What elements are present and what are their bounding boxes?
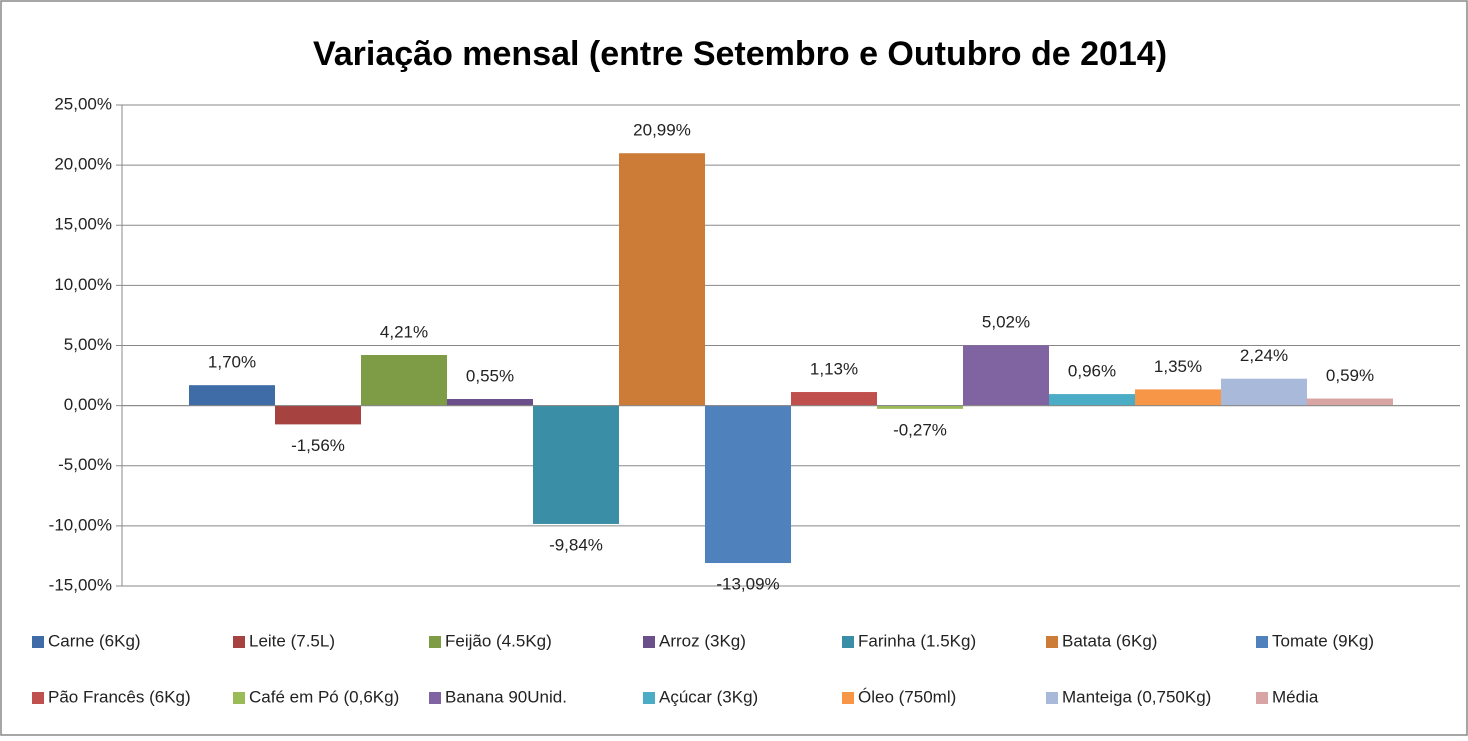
legend-swatch	[1046, 692, 1058, 704]
data-label: -0,27%	[893, 420, 947, 439]
data-label: 0,96%	[1068, 362, 1116, 381]
y-tick-label: -5,00%	[58, 455, 112, 474]
chart-title: Variação mensal (entre Setembro e Outubr…	[313, 35, 1167, 73]
legend-label: Açúcar (3Kg)	[659, 687, 758, 706]
bar	[619, 153, 705, 406]
legend-label: Arroz (3Kg)	[659, 631, 746, 650]
data-label: 1,70%	[208, 353, 256, 372]
bar	[705, 405, 791, 564]
legend-label: Manteiga (0,750Kg)	[1062, 687, 1211, 706]
data-label: 1,35%	[1154, 357, 1202, 376]
legend-label: Tomate (9Kg)	[1272, 631, 1374, 650]
legend-label: Feijão (4.5Kg)	[445, 631, 552, 650]
legend-swatch	[233, 692, 245, 704]
data-label: 20,99%	[633, 121, 691, 140]
data-label: -1,56%	[291, 436, 345, 455]
bar	[189, 385, 275, 406]
bar	[533, 405, 619, 524]
legend-swatch	[32, 636, 44, 648]
bar	[1307, 398, 1393, 406]
legend-label: Óleo (750ml)	[858, 687, 956, 706]
bar	[361, 354, 447, 406]
legend-swatch	[643, 692, 655, 704]
legend-swatch	[233, 636, 245, 648]
bar	[1049, 394, 1135, 406]
legend-label: Banana 90Unid.	[445, 687, 567, 706]
data-label: 4,21%	[380, 322, 428, 341]
legend-label: Média	[1272, 687, 1319, 706]
data-label: 0,59%	[1326, 366, 1374, 385]
legend-label: Café em Pó (0,6Kg)	[249, 687, 399, 706]
y-tick-label: 15,00%	[54, 215, 112, 234]
y-tick-label: 25,00%	[54, 94, 112, 113]
data-label: 2,24%	[1240, 346, 1288, 365]
legend-swatch	[842, 692, 854, 704]
bar	[1135, 389, 1221, 406]
legend-swatch	[842, 636, 854, 648]
legend-label: Leite (7.5L)	[249, 631, 335, 650]
y-tick-label: -10,00%	[49, 515, 112, 534]
legend-swatch	[643, 636, 655, 648]
bar	[275, 405, 361, 425]
bar	[877, 405, 963, 409]
y-tick-label: 0,00%	[64, 395, 112, 414]
bar	[963, 345, 1049, 406]
legend-swatch	[1256, 636, 1268, 648]
legend-swatch	[32, 692, 44, 704]
data-label: -13,09%	[716, 575, 779, 594]
data-label: 0,55%	[466, 366, 514, 385]
bar	[1221, 378, 1307, 406]
y-tick-label: 20,00%	[54, 155, 112, 174]
legend-swatch	[429, 636, 441, 648]
legend-swatch	[1256, 692, 1268, 704]
legend-label: Carne (6Kg)	[48, 631, 141, 650]
y-tick-label: 10,00%	[54, 275, 112, 294]
y-tick-label: 5,00%	[64, 335, 112, 354]
legend-label: Pão Francês (6Kg)	[48, 687, 191, 706]
legend-swatch	[429, 692, 441, 704]
legend-label: Farinha (1.5Kg)	[858, 631, 976, 650]
data-label: 5,02%	[982, 313, 1030, 332]
data-label: -9,84%	[549, 535, 603, 554]
legend-swatch	[1046, 636, 1058, 648]
legend-label: Batata (6Kg)	[1062, 631, 1157, 650]
y-tick-label: -15,00%	[49, 575, 112, 594]
bar	[447, 399, 533, 406]
bar	[791, 392, 877, 406]
data-label: 1,13%	[810, 360, 858, 379]
